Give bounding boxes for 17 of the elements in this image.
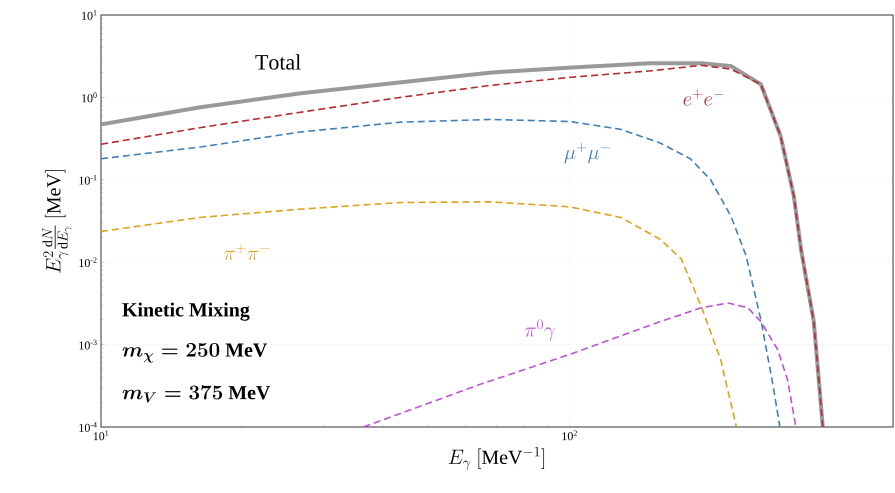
y-tick-label: 10$^{-1}$ bbox=[79, 174, 97, 185]
series-label: $\pi^0\gamma$ bbox=[524, 320, 556, 341]
annotation: $\boldsymbol{m_\chi = 250\ \mathrm{MeV}}$ bbox=[122, 343, 268, 363]
text: $\mathrm{Total}$ bbox=[255, 54, 301, 70]
y-tick-label: 10$^{-4}$ bbox=[79, 422, 97, 432]
y-tick-label: 10$^{-3}$ bbox=[79, 340, 97, 350]
y-tick-label: 10$^{1}$ bbox=[82, 10, 97, 20]
x-axis-title: $E_\gamma\ [\mathrm{MeV}^{-1}]$ bbox=[448, 446, 544, 470]
y-axis-title: $E_\gamma^2\frac{\mathrm{d}N}{\mathrm{d}E_\gamma}\ [\mathrm{MeV}]$ bbox=[42, 170, 72, 274]
text: $e^+e^-$ bbox=[684, 90, 723, 106]
y-tick-label: 10$^{-2}$ bbox=[79, 257, 97, 268]
annotation: Kinetic Mixing bbox=[122, 302, 250, 321]
text: $\pi^+\pi^-$ bbox=[224, 244, 270, 260]
annotation: $\boldsymbol{m_V = 375\ \mathrm{MeV}}$ bbox=[122, 385, 270, 402]
y-tick-label: 10$^{0}$ bbox=[82, 92, 97, 102]
x-tick-label: 10$^{2}$ bbox=[562, 430, 577, 440]
series-label: $\mu^+\mu^-$ bbox=[564, 143, 610, 164]
